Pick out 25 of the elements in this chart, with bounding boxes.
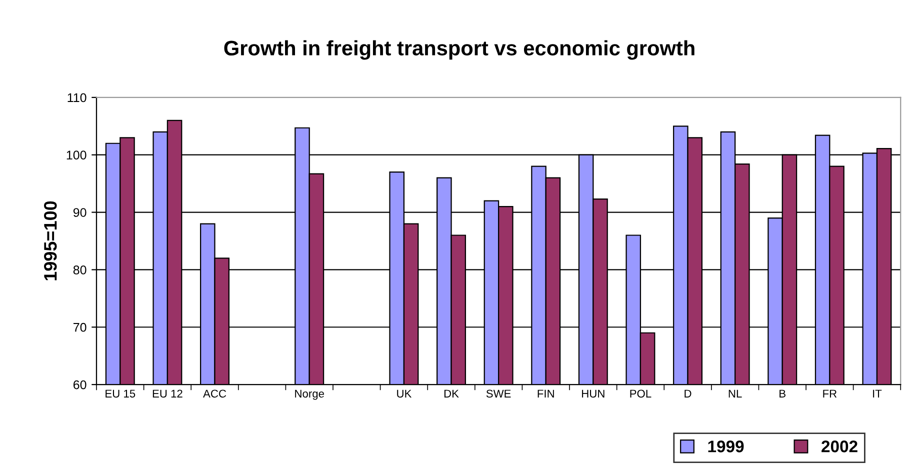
x-tick-label: FR bbox=[823, 390, 837, 398]
x-tick-label: IT bbox=[873, 390, 882, 398]
x-tick-label: UK bbox=[397, 390, 412, 398]
x-tick-label: D bbox=[684, 390, 692, 398]
y-tick-label: 60 bbox=[74, 380, 86, 390]
x-tick-label: EU 15 bbox=[106, 390, 136, 398]
y-tick-label: 70 bbox=[74, 322, 86, 332]
x-tick-label: POL bbox=[630, 390, 652, 398]
y-tick-label: 80 bbox=[73, 266, 86, 274]
x-tick-label: Norge bbox=[295, 390, 324, 400]
x-tick-label: SWE bbox=[486, 390, 511, 398]
x-tick-label: B bbox=[780, 390, 786, 398]
chart-title: Growth in freight transport vs economic growth bbox=[224, 40, 694, 60]
x-tick-label: HUN bbox=[582, 390, 604, 398]
y-axis-title: 1995=100 bbox=[44, 201, 57, 280]
x-tick-label: NL bbox=[728, 390, 742, 398]
x-tick-label: ACC bbox=[203, 390, 226, 398]
y-tick-label: 100 bbox=[66, 150, 86, 160]
y-tick-label: 110 bbox=[68, 93, 86, 102]
legend-label: 1999 bbox=[708, 440, 744, 452]
x-tick-label: FIN bbox=[538, 390, 554, 398]
x-tick-label: DK bbox=[444, 390, 459, 398]
y-tick-label: 90 bbox=[73, 208, 86, 217]
legend-label: 2002 bbox=[822, 440, 858, 452]
x-tick-label: EU 12 bbox=[152, 390, 182, 398]
